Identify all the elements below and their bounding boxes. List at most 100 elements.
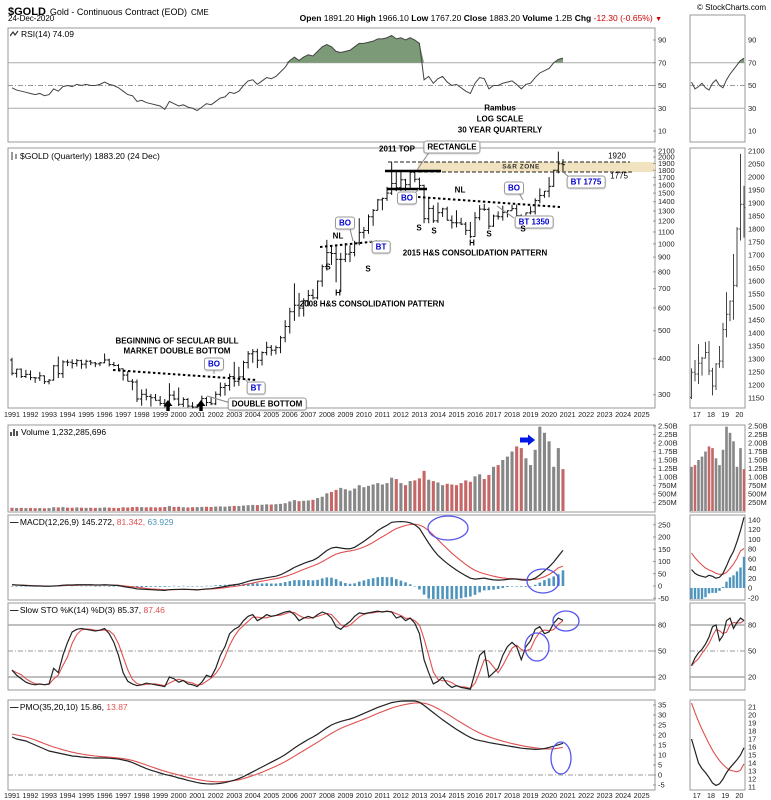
macd-histogram-bar <box>344 583 347 586</box>
svg-text:1994: 1994 <box>60 791 76 800</box>
svg-text:1995: 1995 <box>78 410 94 419</box>
svg-text:20: 20 <box>658 673 666 682</box>
svg-text:2020: 2020 <box>541 791 557 800</box>
volume-bar <box>436 482 440 511</box>
open-value: 1891.20 <box>323 13 355 23</box>
macd-histogram-bar <box>70 585 74 587</box>
svg-text:1900: 1900 <box>748 199 765 208</box>
volume-bar <box>552 466 556 511</box>
svg-text:20: 20 <box>735 410 743 419</box>
volume-bar <box>56 507 60 511</box>
volume-bar <box>204 506 209 511</box>
volume-bar <box>52 507 56 511</box>
pmo-value1: 15.86, <box>80 702 105 712</box>
volume-bar <box>399 483 403 511</box>
svg-text:50: 50 <box>658 647 666 656</box>
svg-text:2009: 2009 <box>337 410 353 419</box>
svg-text:2.50B: 2.50B <box>658 422 678 431</box>
macd-histogram-bar <box>697 588 700 599</box>
svg-text:1.50B: 1.50B <box>658 456 678 465</box>
svg-text:1950: 1950 <box>748 186 765 195</box>
svg-text:2000: 2000 <box>171 791 187 800</box>
macd-histogram-bar <box>353 583 356 586</box>
volume-bar <box>376 483 380 511</box>
price-value: 1883.20 (24 Dec) <box>94 151 160 161</box>
svg-text:30: 30 <box>658 711 666 720</box>
svg-text:1993: 1993 <box>41 410 57 419</box>
macd-histogram-bar <box>135 586 139 588</box>
rsi-name: RSI(14) <box>21 29 51 39</box>
highlight-ellipse <box>427 515 469 541</box>
sto-legend: — Slow STO %K(14) %D(3) 85.37, 87.46 <box>10 605 165 615</box>
volume-bar <box>707 446 711 511</box>
macd-histogram-bar <box>510 586 514 587</box>
macd-histogram-bar <box>404 582 407 586</box>
svg-text:20: 20 <box>658 731 666 740</box>
macd-histogram-bar <box>158 586 162 587</box>
macd-histogram-bar <box>459 586 463 599</box>
svg-text:50: 50 <box>658 81 666 90</box>
svg-text:2016: 2016 <box>467 791 483 800</box>
svg-text:2022: 2022 <box>578 410 594 419</box>
volume-bar <box>329 491 334 511</box>
svg-text:0: 0 <box>658 582 662 591</box>
svg-text:2018: 2018 <box>504 791 520 800</box>
macd-histogram-bar <box>735 571 739 588</box>
svg-text:2007: 2007 <box>300 791 316 800</box>
svg-text:18: 18 <box>707 791 715 800</box>
close-value: 1883.20 <box>489 13 521 23</box>
macd-histogram-bar <box>399 580 403 586</box>
macd-histogram-bar <box>515 586 518 587</box>
volume-panel <box>7 424 656 513</box>
macd-histogram-bar <box>237 584 241 586</box>
macd-signal-line <box>691 548 745 575</box>
mini-price-panel <box>689 147 746 409</box>
callout-pointer <box>496 205 515 219</box>
pmo-line <box>690 738 745 787</box>
macd-histogram-bar <box>177 586 180 587</box>
volume-bar <box>47 508 51 511</box>
svg-text:2100: 2100 <box>658 146 675 155</box>
open-label: Open <box>299 13 322 23</box>
macd-histogram-bar <box>307 580 310 586</box>
volume-bar <box>697 460 700 511</box>
macd-histogram-bar <box>269 583 273 586</box>
volume-bar <box>700 456 704 511</box>
pmo-name: PMO(35,20,10) <box>19 702 78 712</box>
svg-text:1998: 1998 <box>134 791 150 800</box>
macd-histogram-bar <box>418 586 421 590</box>
svg-text:140: 140 <box>748 515 761 524</box>
volume-bar <box>209 506 213 511</box>
volume-bar <box>130 507 134 511</box>
svg-text:2018: 2018 <box>504 410 520 419</box>
volume-bar <box>269 504 273 511</box>
svg-text:1.25B: 1.25B <box>658 464 678 473</box>
svg-text:1992: 1992 <box>23 410 39 419</box>
volume-bar <box>454 485 459 511</box>
macd-histogram-bar <box>732 575 735 588</box>
macd-histogram-bar <box>714 588 718 593</box>
volume-bar <box>693 465 697 511</box>
volume-bar <box>75 507 79 511</box>
macd-histogram-bar <box>144 586 148 587</box>
volume-bar <box>519 448 523 511</box>
mini-sto-panel <box>689 602 746 691</box>
sr-zone-band <box>418 162 655 172</box>
svg-text:18: 18 <box>748 727 756 736</box>
svg-text:10: 10 <box>658 751 666 760</box>
svg-text:1600: 1600 <box>748 277 765 286</box>
low-value: 1767.20 <box>430 13 462 23</box>
volume-bar <box>482 479 486 511</box>
chevron-down-icon[interactable]: ▼ <box>655 16 662 23</box>
svg-text:600: 600 <box>658 303 671 312</box>
svg-text:500M: 500M <box>658 490 677 499</box>
volume-bar <box>529 465 533 511</box>
volume-bar <box>302 500 306 511</box>
volume-bar <box>33 508 37 511</box>
volume-bar <box>107 507 111 511</box>
volume-bar <box>325 493 329 511</box>
macd-histogram-bar <box>186 586 190 587</box>
macd-histogram-bar <box>473 586 477 595</box>
volume-bar <box>704 451 707 511</box>
volume-bar <box>394 479 398 511</box>
